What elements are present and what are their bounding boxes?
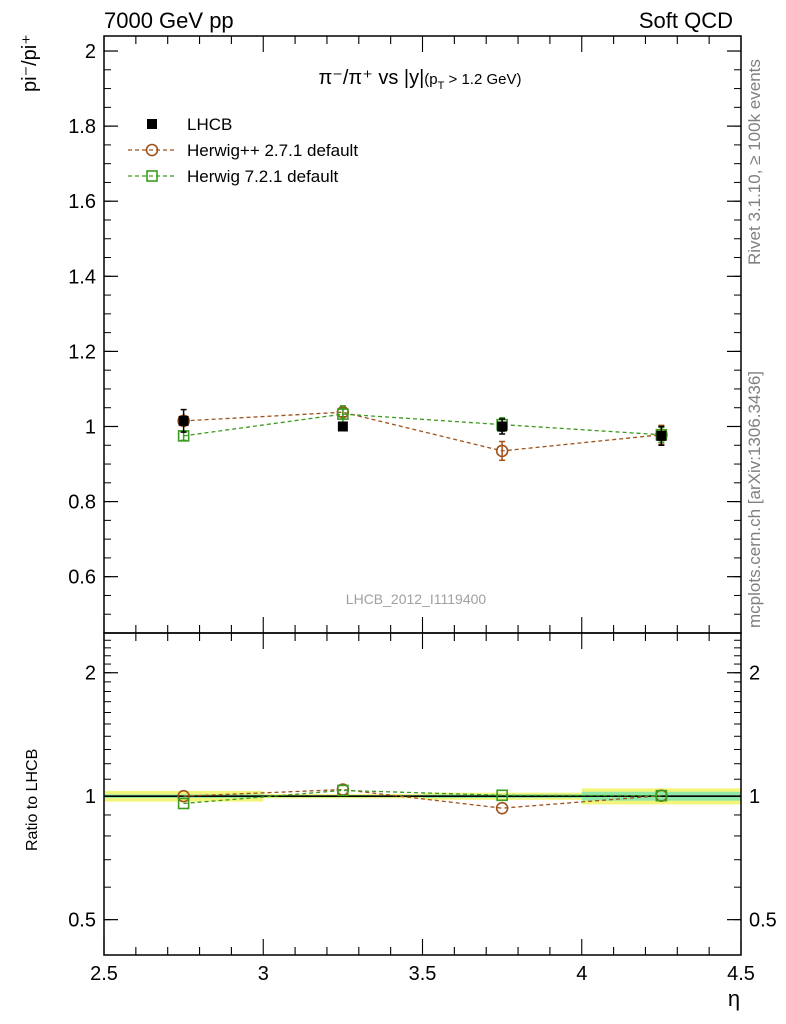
series-lhcb <box>178 408 667 447</box>
main-y-tick-label: 1 <box>85 416 96 438</box>
ratio-series-line <box>183 789 662 805</box>
energy-label: 7000 GeV pp <box>104 8 234 33</box>
ratio-y-tick-label-left: 0.5 <box>68 910 96 932</box>
data-point <box>178 415 189 426</box>
chart-title-sub: (p <box>424 71 437 88</box>
data-point <box>337 408 349 420</box>
chart-title-sub-index: T <box>438 80 445 92</box>
ratio-point <box>496 789 508 802</box>
series-herwig-2-7-1-default <box>177 405 668 462</box>
ratio-point <box>177 797 190 810</box>
chart-title-main: π⁻/π⁺ vs |y| <box>319 67 425 89</box>
main-panel: 0.6 0.8 1 1.2 1.4 1.6 1.8 2 π⁻/π⁺ vs |y|(pT > 1… <box>19 34 742 634</box>
ratio-y-tick-label-right: 2 <box>749 663 760 685</box>
legend-entry: Herwig++ 2.7.1 default <box>128 141 358 160</box>
chart-title-sub-rest: > 1.2 GeV) <box>444 71 521 88</box>
mcplots-label: mcplots.cern.ch [arXiv:1306.3436] <box>745 371 764 628</box>
series-herwig-7-2-1-default <box>177 405 668 444</box>
main-y-tick-label: 2 <box>85 41 96 63</box>
legend-label: Herwig 7.2.1 default <box>187 167 338 186</box>
series-line <box>183 413 662 437</box>
legend: LHCB Herwig++ 2.7.1 default Herwig 7.2.1 d… <box>128 115 358 186</box>
main-ticks: 0.6 0.8 1 1.2 1.4 1.6 1.8 2 <box>68 36 742 633</box>
ratio-series-herwig-7-2-1-default <box>177 784 668 810</box>
main-y-tick-label: 1.4 <box>68 266 96 288</box>
legend-label: Herwig++ 2.7.1 default <box>187 141 358 160</box>
ratio-ticks: 0.5 0.5 1 1 2 2 2.5 3 3.5 4 4.5 <box>68 633 777 985</box>
ratio-y-tick-label-right: 0.5 <box>749 910 777 932</box>
data-point <box>495 444 509 458</box>
x-tick-label: 4.5 <box>727 963 755 985</box>
ratio-point <box>337 784 349 797</box>
legend-label: LHCB <box>187 115 232 134</box>
legend-marker <box>145 143 159 157</box>
main-y-tick-label: 1.2 <box>68 341 96 363</box>
ratio-y-tick-label-left: 1 <box>85 786 96 808</box>
x-axis-label: η <box>728 986 740 1011</box>
ratio-y-axis-label: Ratio to LHCB <box>24 749 41 851</box>
legend-entry: LHCB <box>147 115 232 134</box>
ratio-y-tick-label-right: 1 <box>749 786 760 808</box>
ratio-series <box>177 783 668 815</box>
x-tick-label: 2.5 <box>90 963 118 985</box>
series-line <box>183 411 662 452</box>
ratio-panel: 0.5 0.5 1 1 2 2 2.5 3 3.5 4 4.5 Ratio to LHCB η <box>24 632 777 1011</box>
data-point <box>337 421 348 432</box>
ratio-series-line <box>183 788 662 809</box>
legend-marker <box>147 119 157 129</box>
ratio-point <box>495 801 509 815</box>
rivet-label: Rivet 3.1.10, ≥ 100k events <box>745 59 764 265</box>
ratio-point <box>655 789 668 802</box>
data-point <box>656 430 667 441</box>
analysis-watermark: LHCB_2012_I1119400 <box>346 591 487 607</box>
ratio-y-tick-label-left: 2 <box>85 663 96 685</box>
chart-title: π⁻/π⁺ vs |y|(pT > 1.2 GeV) <box>319 67 522 92</box>
x-tick-label: 3.5 <box>409 963 437 985</box>
main-y-tick-label: 0.6 <box>68 567 96 589</box>
main-y-tick-label: 1.8 <box>68 116 96 138</box>
legend-entry: Herwig 7.2.1 default <box>128 167 338 186</box>
process-label: Soft QCD <box>639 8 733 33</box>
ratio-point <box>177 789 190 803</box>
main-y-tick-label: 1.6 <box>68 191 96 213</box>
main-series <box>177 405 668 462</box>
data-point <box>497 421 508 432</box>
main-y-tick-label: 0.8 <box>68 492 96 514</box>
x-tick-label: 3 <box>258 963 269 985</box>
x-tick-label: 4 <box>576 963 587 985</box>
main-y-axis-label: pi⁻/pi⁺ <box>19 34 41 92</box>
legend-marker <box>146 170 158 182</box>
